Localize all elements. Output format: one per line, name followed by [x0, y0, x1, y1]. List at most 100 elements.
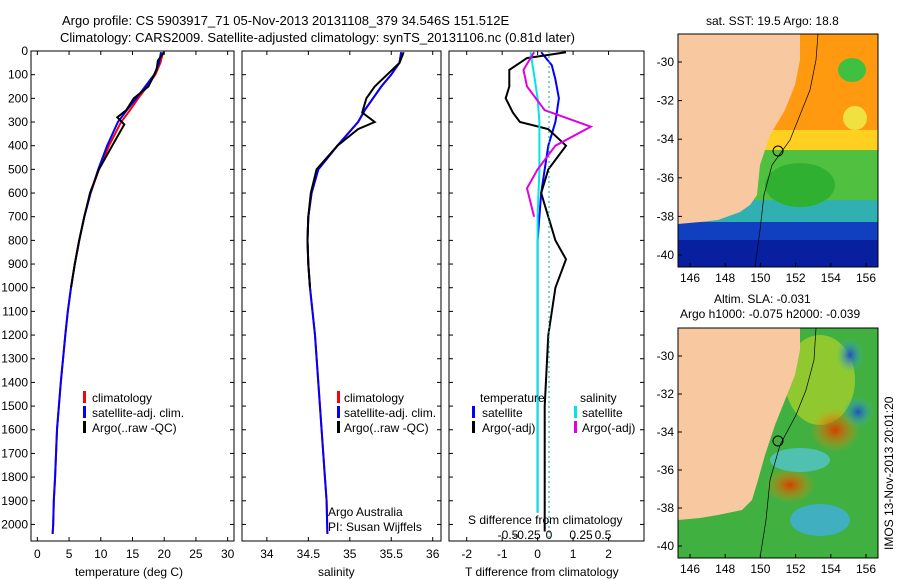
depth-tick-label: 2000	[1, 517, 28, 531]
map-y-tick-label: -30	[657, 349, 675, 363]
sla-land	[678, 328, 800, 520]
temperature-lines	[51, 51, 165, 534]
x-tick-label: 30	[221, 547, 235, 561]
map-x-tick-label: 152	[786, 562, 806, 576]
map-x-tick-label: 152	[786, 271, 806, 285]
x-tick-label: 34	[260, 547, 274, 561]
s-diff-tick-label: -0.5	[498, 528, 519, 542]
map-x-tick-label: 150	[750, 562, 770, 576]
depth-tick-label: 700	[8, 210, 28, 224]
temperature-panel-frame	[30, 50, 235, 542]
map-y-tick-label: -38	[657, 501, 675, 515]
depth-tick-label: 0	[21, 44, 28, 58]
sla-negative-anomaly	[842, 396, 874, 428]
annotation-pi: PI: Susan Wijffels	[328, 520, 422, 534]
sla-map	[677, 327, 879, 559]
s-difference-axis-label: S difference from climatology	[468, 513, 623, 527]
sst-map-axes: -30 -32 -34 -36 -38 -40 146 148 150 152 154 156	[657, 55, 877, 285]
sst-map-frame	[677, 33, 879, 268]
depth-tick-label: 1600	[1, 423, 28, 437]
legend-label: satellite	[582, 406, 623, 420]
legend-label: climatology	[344, 391, 404, 405]
sla-negative-anomaly	[836, 337, 864, 373]
depth-tick-label: 500	[8, 162, 28, 176]
depth-tick-label: 1300	[1, 352, 28, 366]
x-tick-label: 25	[189, 547, 203, 561]
imos-timestamp: IMOS 13-Nov-2013 20:01:20	[882, 396, 896, 550]
sla-isobath	[759, 327, 817, 559]
sla-map-frame	[677, 327, 879, 559]
series-line-argo-adj	[504, 51, 568, 532]
map-y-tick-label: -32	[657, 94, 675, 108]
map-x-tick-label: 146	[680, 271, 700, 285]
sst-cool-patch	[843, 106, 867, 130]
header-line-2: Climatology: CARS2009. Satellite-adjuste…	[60, 30, 575, 45]
salinity-legend: climatology satellite-adj. clim. Argo(..…	[328, 391, 436, 534]
series-line-climatology	[306, 52, 403, 534]
map-y-tick-label: -40	[657, 248, 675, 262]
legend-swatch-satellite	[83, 406, 86, 418]
map-y-tick-label: -32	[657, 387, 675, 401]
legend-swatch-t-satellite	[472, 406, 475, 418]
map-y-tick-label: -38	[657, 209, 675, 223]
sla-negative-anomaly	[790, 504, 850, 536]
x-tick-label: 34.5	[297, 547, 321, 561]
depth-tick-label: 1700	[1, 446, 28, 460]
sst-map-title: sat. SST: 19.5 Argo: 18.8	[706, 14, 839, 28]
depth-tick-label: 1100	[2, 304, 28, 318]
sla-map-axes: -30 -32 -34 -36 -38 -40 146 148 150 152 154 156	[657, 349, 877, 576]
x-tick-label: 35	[343, 547, 357, 561]
s-diff-tick-label: 0.25	[569, 528, 593, 542]
series-line-argo-raw-qc	[70, 51, 165, 288]
temperature-legend: climatology satellite-adj. clim. Argo(..…	[83, 391, 184, 435]
salinity-panel-frame	[241, 50, 442, 542]
sst-land	[678, 34, 800, 224]
legend-label: satellite	[482, 406, 523, 420]
series-line-satellite	[536, 51, 560, 513]
x-tick-label: -1	[497, 547, 508, 561]
map-y-tick-label: -30	[657, 55, 675, 69]
temperature-axis-label: temperature (deg C)	[75, 565, 183, 579]
map-y-tick-label: -34	[657, 425, 675, 439]
depth-tick-label: 1800	[1, 470, 28, 484]
salinity-x-ticks: 34 34.5 35 35.5 36	[260, 51, 440, 561]
s-diff-tick-label: 0	[546, 528, 553, 542]
x-tick-label: 10	[94, 547, 108, 561]
legend-swatch-s-argo	[574, 421, 577, 433]
sst-warm-core	[765, 163, 835, 207]
legend-swatch-t-argo	[472, 421, 475, 433]
salinity-axis-label: salinity	[318, 565, 355, 579]
legend-swatch-argo	[337, 421, 340, 433]
series-line-argo-raw-qc	[306, 51, 405, 288]
sst-isobath	[754, 33, 819, 268]
sst-map	[677, 33, 879, 268]
legend-label: satellite-adj. clim.	[92, 406, 184, 420]
sst-deep-blue	[678, 240, 878, 267]
x-tick-label: 20	[158, 547, 172, 561]
legend-swatch-argo	[83, 421, 86, 433]
depth-tick-label: 600	[8, 186, 28, 200]
x-tick-label: -2	[461, 547, 472, 561]
legend-label: Argo(-adj)	[482, 421, 535, 435]
legend-label: Argo(-adj)	[582, 421, 635, 435]
series-line-satellite-adj-clim	[51, 52, 162, 534]
map-y-tick-label: -34	[657, 132, 675, 146]
sla-positive-anomaly	[765, 467, 815, 503]
difference-panel-frame	[448, 50, 645, 542]
map-y-tick-label: -40	[657, 539, 675, 553]
series-line-satellite	[529, 52, 541, 513]
annotation-argo-australia: Argo Australia	[328, 505, 403, 519]
legend-swatch-s-satellite	[574, 406, 577, 418]
x-tick-label: 0	[34, 547, 41, 561]
series-line-climatology	[51, 51, 164, 534]
legend-label: Argo(..raw -QC)	[92, 421, 177, 435]
map-x-tick-label: 156	[856, 271, 876, 285]
map-x-tick-label: 148	[715, 562, 735, 576]
series-line-argo-adj	[522, 51, 594, 217]
legend-label: Argo(..raw -QC)	[344, 421, 429, 435]
depth-tick-label: 100	[8, 68, 28, 82]
x-tick-label: 35.5	[380, 547, 404, 561]
map-x-tick-label: 156	[856, 562, 876, 576]
salinity-lines	[306, 51, 405, 534]
